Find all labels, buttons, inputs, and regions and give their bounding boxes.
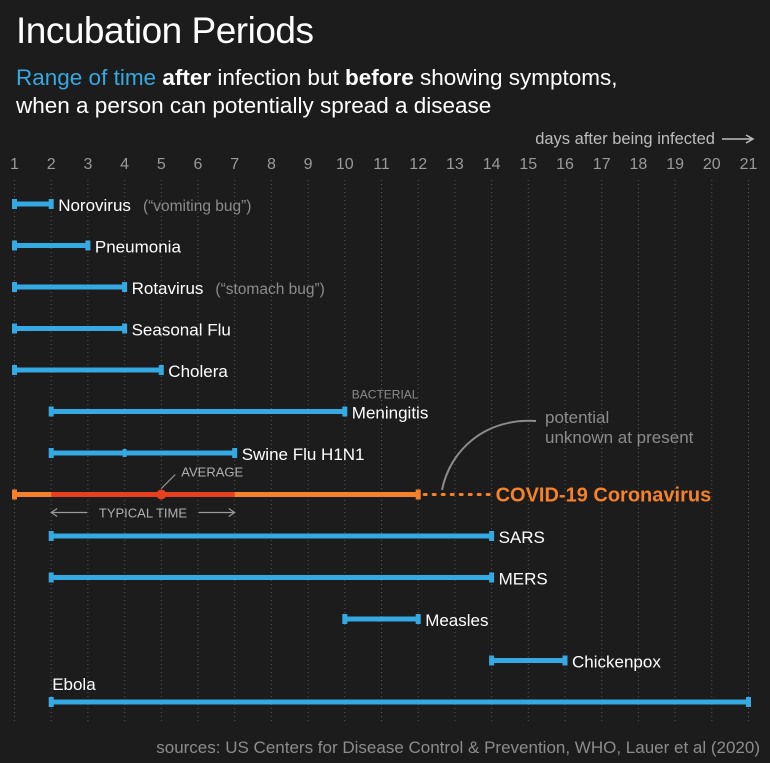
- x-tick-label: 2: [47, 156, 56, 173]
- x-axis-label: days after being infected: [535, 130, 715, 148]
- bar-endcap: [12, 365, 17, 375]
- x-tick-label: 14: [483, 156, 501, 173]
- bar-endcap: [85, 240, 91, 251]
- x-tick-label: 18: [630, 156, 648, 173]
- x-tick-label: 11: [373, 156, 390, 173]
- subtitle-mid: infection but: [211, 65, 345, 90]
- bar-note: (“vomiting bug”): [143, 198, 252, 215]
- average-pointer: [160, 474, 176, 489]
- x-tick-label: 16: [556, 156, 574, 173]
- bar-endcap: [562, 655, 568, 666]
- x-tick-label: 7: [230, 156, 239, 173]
- subtitle-end: showing symptoms,: [413, 65, 618, 90]
- bar-tag: BACTERIAL: [352, 388, 419, 402]
- subtitle-before: before: [344, 65, 414, 90]
- x-tick-label: 4: [120, 156, 129, 173]
- subtitle-line2: when a person can potentially spread a d…: [16, 93, 492, 118]
- bar-endcap: [415, 489, 421, 500]
- x-tick-label: 12: [409, 156, 427, 173]
- bar-endcap: [415, 614, 421, 624]
- bar-label: Norovirus: [58, 196, 131, 215]
- x-tick-label: 13: [446, 156, 464, 173]
- bar-endcap: [48, 199, 54, 209]
- bar-endcap: [158, 365, 164, 375]
- x-tick-label: 15: [519, 156, 537, 173]
- bar-endcap: [48, 531, 54, 541]
- bar-mid-marker: [122, 449, 127, 457]
- x-axis-arrow-head: [745, 134, 755, 144]
- x-tick-label: 17: [593, 156, 611, 173]
- bar-label: Pneumonia: [95, 238, 182, 257]
- bar-endcap: [746, 697, 751, 707]
- bar-endcap: [489, 655, 495, 666]
- bar-endcap: [122, 323, 128, 334]
- bar-label: Cholera: [168, 362, 228, 381]
- bar-endcap: [48, 572, 54, 583]
- source-note: sources: US Centers for Disease Control …: [156, 738, 760, 757]
- bar-label: MERS: [499, 570, 548, 589]
- subtitle-after: after: [162, 65, 212, 90]
- typical-time-arrow-left: [50, 508, 58, 517]
- potential-pointer: [441, 419, 537, 491]
- bar-label: Swine Flu H1N1: [242, 445, 365, 464]
- x-tick-label: 5: [157, 156, 166, 173]
- bar-endcap: [122, 282, 128, 292]
- average-label: AVERAGE: [181, 465, 243, 480]
- typical-time-arrow-right: [228, 508, 236, 517]
- x-tick-label: 20: [703, 156, 721, 173]
- bar-endcap: [342, 614, 348, 624]
- bar-endcap: [48, 697, 54, 707]
- bar-label: SARS: [499, 528, 545, 547]
- x-tick-label: 9: [304, 156, 313, 173]
- subtitle-highlight: Range of time: [16, 65, 157, 90]
- bar-endcap: [232, 448, 238, 458]
- bar-label: Rotavirus: [132, 279, 204, 298]
- covid-label: COVID-19 Coronavirus: [496, 485, 712, 507]
- chart-title: Incubation Periods: [16, 10, 314, 51]
- x-tick-label: 6: [194, 156, 203, 173]
- typical-time-label: TYPICAL TIME: [99, 506, 187, 521]
- bar-note: (“stomach bug”): [215, 281, 324, 298]
- bar-endcap: [12, 323, 17, 334]
- x-tick-label: 1: [10, 156, 19, 173]
- bar-label: Chickenpox: [572, 653, 661, 672]
- x-tick-label: 21: [740, 156, 758, 173]
- bar-endcap: [12, 282, 17, 292]
- covid-average-dot: [156, 489, 167, 500]
- bar-endcap: [489, 572, 495, 583]
- bar-endcap: [342, 406, 348, 417]
- x-tick-label: 19: [666, 156, 684, 173]
- potential-label-line2: unknown at present: [545, 428, 694, 447]
- bar-label: Measles: [425, 611, 488, 630]
- bar-endcap: [12, 240, 17, 251]
- bar-endcap: [48, 406, 54, 417]
- bar-label: Seasonal Flu: [132, 321, 231, 340]
- x-tick-label: 8: [267, 156, 276, 173]
- bar-endcap: [12, 199, 17, 209]
- potential-label-line1: potential: [545, 408, 609, 427]
- bar-label: Meningitis: [352, 404, 429, 423]
- chart-subtitle: Range of time after infection but before…: [16, 64, 766, 120]
- bar-label: Ebola: [52, 675, 96, 694]
- bar-endcap: [48, 448, 54, 458]
- bar-endcap: [489, 531, 495, 541]
- x-tick-label: 10: [336, 156, 354, 173]
- bar-endcap: [12, 489, 17, 500]
- x-tick-label: 3: [83, 156, 92, 173]
